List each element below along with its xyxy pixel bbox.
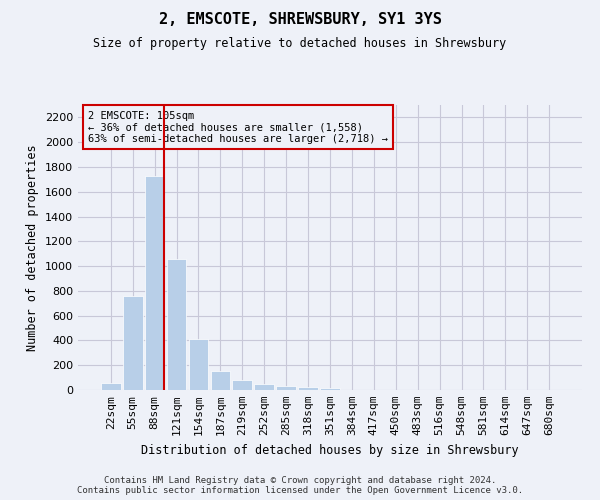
Text: 2 EMSCOTE: 105sqm
← 36% of detached houses are smaller (1,558)
63% of semi-detac: 2 EMSCOTE: 105sqm ← 36% of detached hous…	[88, 110, 388, 144]
Bar	[298, 386, 318, 390]
Y-axis label: Number of detached properties: Number of detached properties	[26, 144, 40, 351]
Bar	[254, 384, 274, 390]
Bar	[211, 372, 230, 390]
Bar	[320, 388, 340, 390]
Bar	[188, 338, 208, 390]
Bar	[101, 383, 121, 390]
Bar	[276, 386, 296, 390]
Bar	[123, 296, 143, 390]
Bar	[167, 258, 187, 390]
Text: Contains HM Land Registry data © Crown copyright and database right 2024.
Contai: Contains HM Land Registry data © Crown c…	[77, 476, 523, 495]
Bar	[145, 176, 164, 390]
Text: 2, EMSCOTE, SHREWSBURY, SY1 3YS: 2, EMSCOTE, SHREWSBURY, SY1 3YS	[158, 12, 442, 28]
Text: Size of property relative to detached houses in Shrewsbury: Size of property relative to detached ho…	[94, 38, 506, 51]
Bar	[232, 380, 252, 390]
X-axis label: Distribution of detached houses by size in Shrewsbury: Distribution of detached houses by size …	[141, 444, 519, 456]
